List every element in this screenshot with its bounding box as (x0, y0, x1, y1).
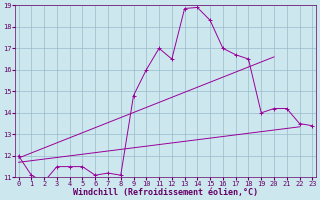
X-axis label: Windchill (Refroidissement éolien,°C): Windchill (Refroidissement éolien,°C) (73, 188, 258, 197)
